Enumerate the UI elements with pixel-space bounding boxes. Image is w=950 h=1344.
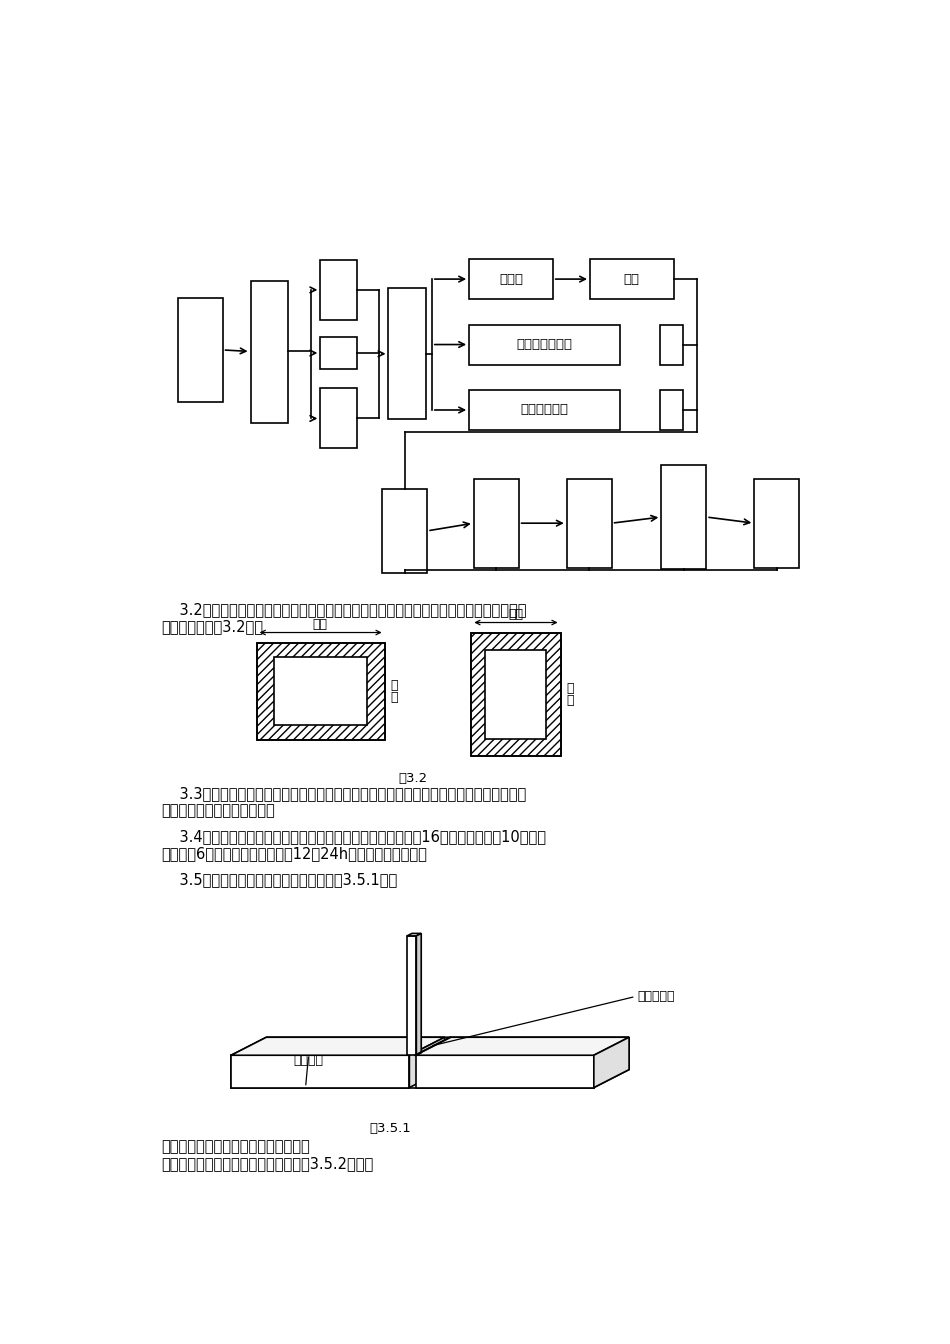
Text: 顶在大面上（图3.2）。: 顶在大面上（图3.2）。 [162, 618, 263, 633]
Bar [389, 289, 426, 419]
Polygon shape [594, 1038, 629, 1087]
Text: 保温材料: 保温材料 [294, 1055, 324, 1067]
Text: 长边: 长边 [313, 618, 328, 630]
Polygon shape [409, 1038, 445, 1087]
Bar [382, 488, 428, 574]
Bar [474, 480, 519, 567]
Bar [485, 650, 545, 739]
Text: 聚苯板类外保温: 聚苯板类外保温 [517, 339, 573, 351]
Bar [320, 388, 357, 449]
Bar [256, 644, 385, 739]
Polygon shape [231, 1038, 445, 1055]
Polygon shape [231, 1038, 629, 1055]
Text: 纵横缝错开: 纵横缝错开 [637, 991, 674, 1003]
Polygon shape [407, 935, 416, 1055]
Bar [659, 390, 683, 430]
Bar [251, 281, 288, 423]
Bar [661, 465, 706, 570]
Polygon shape [415, 1055, 594, 1087]
Text: 岩棉板保温材料每块之间的搭头采取图3.5.2做法。: 岩棉板保温材料每块之间的搭头采取图3.5.2做法。 [162, 1156, 373, 1171]
Text: 图3.2: 图3.2 [399, 771, 428, 785]
Bar [179, 298, 222, 402]
Polygon shape [415, 1038, 629, 1055]
Text: 3.3粘接保温钉前要将风管壁上的尘土、油污擦净，将粘接剂分别涂抹在管壁和保温钉的: 3.3粘接保温钉前要将风管壁上的尘土、油污擦净，将粘接剂分别涂抹在管壁和保温钉的 [162, 786, 526, 801]
Polygon shape [231, 1055, 594, 1087]
Bar [590, 259, 674, 300]
Bar [471, 633, 560, 757]
Polygon shape [416, 933, 421, 1055]
Bar [320, 259, 357, 320]
Text: 3.4矩形风管及设备保温钉密度应均布，底面不少于每平方米16个，侧面不少于10个，顶: 3.4矩形风管及设备保温钉密度应均布，底面不少于每平方米16个，侧面不少于10个… [162, 829, 546, 844]
Bar [754, 480, 799, 567]
Text: 检验: 检验 [624, 273, 639, 285]
Polygon shape [407, 933, 421, 935]
Text: 岩棉类外保温: 岩棉类外保温 [521, 403, 569, 417]
Text: 内保温: 内保温 [499, 273, 522, 285]
Polygon shape [231, 1055, 409, 1087]
Text: 长
边: 长 边 [567, 683, 574, 707]
Bar [469, 390, 620, 430]
Text: 粘接面上，稍后再将其粘上。: 粘接面上，稍后再将其粘上。 [162, 802, 276, 817]
Bar [567, 480, 612, 567]
Text: 短
边: 短 边 [390, 679, 398, 703]
Bar [659, 324, 683, 364]
Text: 图3.5.1: 图3.5.1 [370, 1122, 410, 1136]
Bar [471, 633, 560, 757]
Text: 3.2保温材料下料要准确，切割面要平齐，在裁料时要使水平、垂直面搭接处以短面两头: 3.2保温材料下料要准确，切割面要平齐，在裁料时要使水平、垂直面搭接处以短面两头 [162, 602, 527, 617]
Text: 3.5保温材料铺覆应使纵、横缝错开（图3.5.1）。: 3.5保温材料铺覆应使纵、横缝错开（图3.5.1）。 [162, 872, 398, 887]
Bar [320, 337, 357, 370]
Bar [274, 657, 367, 724]
Bar [469, 324, 620, 364]
Text: 短边: 短边 [508, 607, 523, 621]
Bar [469, 259, 553, 300]
Bar [256, 644, 385, 739]
Text: 小块保温材料应尽量铺覆在水平面上。: 小块保温材料应尽量铺覆在水平面上。 [162, 1140, 310, 1154]
Text: 面不少于6个。保温钉粘上后应待12～24h后再铺覆保温材料。: 面不少于6个。保温钉粘上后应待12～24h后再铺覆保温材料。 [162, 845, 428, 860]
Polygon shape [594, 1038, 629, 1087]
